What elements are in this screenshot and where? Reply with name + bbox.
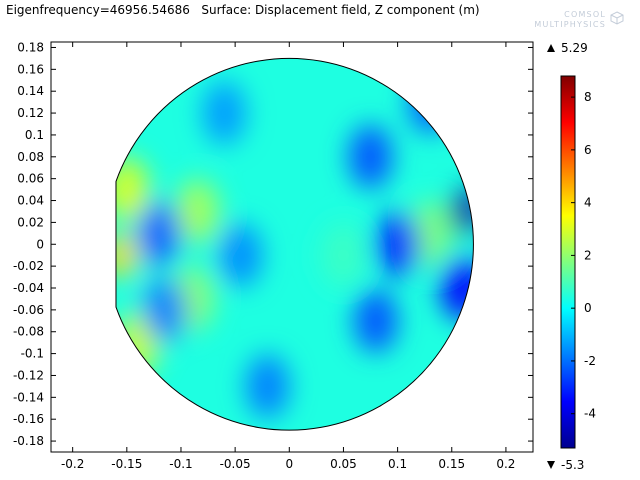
logo-line-1: COMSOL xyxy=(564,10,606,19)
x-tick-label: 0.1 xyxy=(388,457,407,471)
cube-icon xyxy=(610,11,624,25)
x-tick-label: -0.2 xyxy=(61,457,84,471)
colorbar-tick-label: 4 xyxy=(584,196,592,210)
colorbar-min-label: -5.3 xyxy=(561,458,584,472)
y-tick-label: -0.04 xyxy=(13,281,44,295)
x-tick-label: -0.05 xyxy=(220,457,251,471)
colorbar-tick-label: 0 xyxy=(584,301,592,315)
field-high-region xyxy=(115,157,149,222)
x-tick-label: 0 xyxy=(285,457,293,471)
y-tick-label: 0 xyxy=(36,237,44,251)
y-tick-label: -0.12 xyxy=(13,368,44,382)
y-tick-label: 0.06 xyxy=(17,172,44,186)
colorbar-tick-label: -4 xyxy=(584,407,596,421)
x-tick-label: -0.1 xyxy=(169,457,192,471)
colorbar-tick-label: -2 xyxy=(584,354,596,368)
y-tick-label: -0.06 xyxy=(13,303,44,317)
x-axis: -0.2 -0.15 -0.1 -0.05 0 0.05 0.1 0.15 0.2 xyxy=(61,42,515,471)
y-tick-label: 0.02 xyxy=(17,215,44,229)
colorbar-tick-label: 2 xyxy=(584,248,592,262)
y-tick-label: 0.08 xyxy=(17,150,44,164)
colorbar-gradient xyxy=(560,75,576,449)
field-low-region xyxy=(353,288,398,353)
colorbar-max-label: 5.29 xyxy=(561,41,588,55)
y-axis: 0.18 0.16 0.14 0.12 0.1 0.08 0.06 0.04 0.02 0 -0.0… xyxy=(13,40,533,448)
y-tick-label: -0.16 xyxy=(13,412,44,426)
colorbar-tick-label: 8 xyxy=(584,90,592,104)
field-low-region xyxy=(218,223,263,288)
field-low-region xyxy=(348,124,393,189)
field-high-region xyxy=(321,223,366,288)
field-high-region xyxy=(115,232,138,279)
field-high-region xyxy=(175,179,220,244)
field-low-region xyxy=(440,256,474,320)
field-low-region xyxy=(137,201,182,266)
field-low-region xyxy=(375,212,420,277)
colorbar-tick-label: 6 xyxy=(584,143,592,157)
y-tick-label: -0.18 xyxy=(13,434,44,448)
comsol-logo: COMSOL MULTIPHYSICS xyxy=(508,9,624,35)
field-low-region xyxy=(142,277,187,342)
y-tick-label: 0.14 xyxy=(17,84,44,98)
y-tick-label: -0.14 xyxy=(13,390,44,404)
field-low-region xyxy=(202,81,247,145)
x-tick-label: 0.2 xyxy=(496,457,515,471)
field-low-region xyxy=(245,354,290,419)
y-tick-label: 0.16 xyxy=(17,62,44,76)
max-arrow-icon xyxy=(547,44,555,52)
colorbar: 8 6 4 2 0 -2 -4 5.29 -5.3 xyxy=(547,41,596,472)
y-tick-label: 0.18 xyxy=(17,40,44,54)
plot-title: Eigenfrequency=46956.54686 Surface: Disp… xyxy=(6,3,480,17)
plot-frame xyxy=(50,41,534,453)
y-tick-label: 0.04 xyxy=(17,194,44,208)
y-tick-label: 0.12 xyxy=(17,106,44,120)
field-low-region xyxy=(449,188,474,235)
y-tick-label: -0.02 xyxy=(13,259,44,273)
logo-line-2: MULTIPHYSICS xyxy=(534,20,606,29)
y-tick-label: -0.1 xyxy=(21,347,44,361)
x-tick-label: -0.15 xyxy=(111,457,142,471)
x-tick-label: 0.05 xyxy=(330,457,357,471)
x-tick-label: 0.15 xyxy=(438,457,465,471)
y-tick-label: 0.1 xyxy=(25,128,44,142)
y-tick-label: -0.08 xyxy=(13,325,44,339)
min-arrow-icon xyxy=(547,461,555,469)
domain-outline xyxy=(115,57,474,431)
displacement-field xyxy=(115,58,474,431)
